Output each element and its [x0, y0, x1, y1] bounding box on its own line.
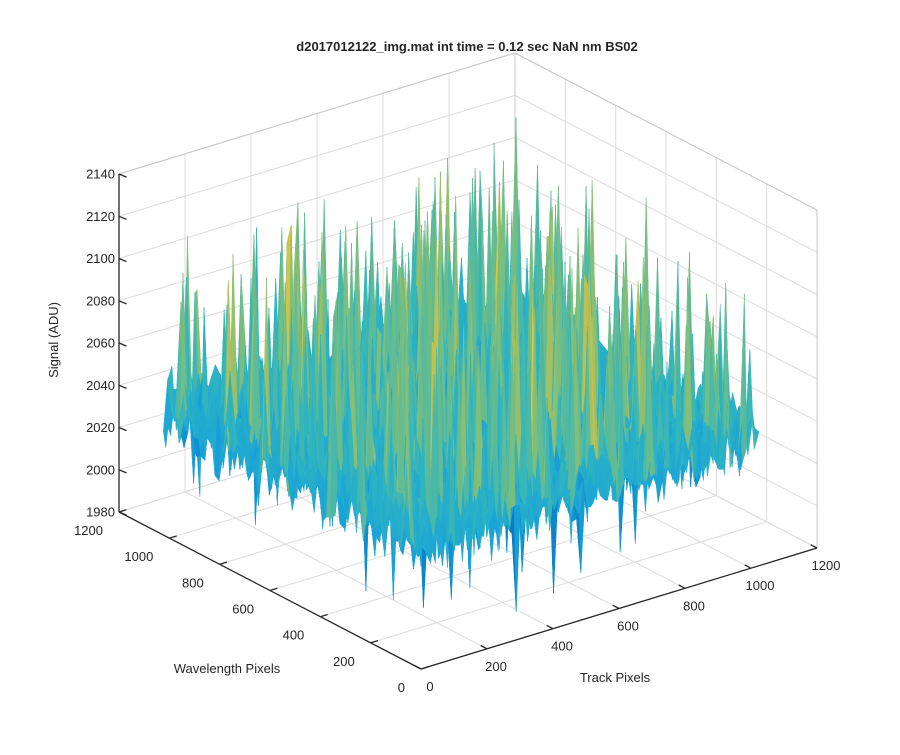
surface — [163, 118, 759, 612]
